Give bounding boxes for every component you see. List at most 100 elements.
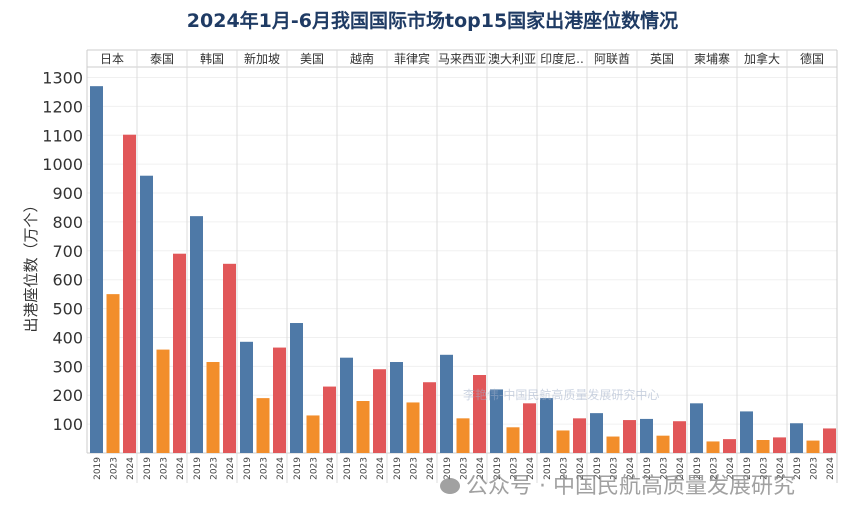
category-label: 美国: [300, 52, 324, 66]
year-label: 2024: [776, 457, 786, 480]
year-label: 2024: [126, 457, 136, 480]
bar-2023: [756, 440, 770, 453]
year-label: 2019: [193, 457, 203, 480]
year-label: 2019: [343, 457, 353, 480]
bar-2019: [440, 354, 453, 453]
category-label: 日本: [100, 52, 124, 66]
y-tick-label: 1200: [42, 97, 83, 116]
year-label: 2023: [410, 457, 420, 480]
category-label: 德国: [800, 51, 824, 66]
bar-2023: [206, 362, 220, 453]
category-label: 英国: [650, 52, 674, 66]
author-watermark: 李艳伟-中国民航高质量发展研究中心: [463, 388, 660, 402]
y-axis-title: 出港座位数（万个）: [22, 197, 40, 332]
bar-2024: [223, 263, 236, 453]
year-label: 2024: [376, 457, 386, 480]
bar-2023: [406, 402, 420, 453]
category-label: 新加坡: [244, 51, 280, 66]
bar-2023: [656, 435, 670, 453]
year-label: 2023: [510, 457, 520, 480]
year-label: 2024: [426, 457, 436, 480]
year-label: 2019: [793, 457, 803, 480]
year-label: 2019: [443, 457, 453, 480]
year-label: 2024: [526, 457, 536, 480]
bar-2019: [190, 216, 203, 453]
year-label: 2023: [210, 457, 220, 480]
year-label: 2023: [560, 457, 570, 480]
y-tick-label: 800: [52, 213, 83, 232]
year-label: 2023: [110, 457, 120, 480]
bar-2019: [740, 411, 753, 453]
bar-2023: [356, 401, 370, 453]
category-label: 菲律宾: [394, 51, 430, 66]
category-label: 阿联酋: [594, 51, 630, 66]
bar-2024: [173, 253, 186, 453]
bar-2019: [90, 86, 103, 454]
year-label: 2024: [576, 457, 586, 480]
y-tick-label: 200: [52, 386, 83, 405]
bar-2023: [806, 440, 820, 453]
bar-2019: [340, 357, 353, 453]
bar-2019: [290, 323, 303, 453]
bar-2024: [273, 347, 286, 453]
year-label: 2023: [310, 457, 320, 480]
year-label: 2023: [610, 457, 620, 480]
year-label: 2023: [360, 457, 370, 480]
bar-2024: [723, 439, 736, 453]
year-label: 2023: [710, 457, 720, 480]
year-label: 2024: [176, 457, 186, 480]
bar-2019: [490, 389, 503, 453]
year-label: 2024: [626, 457, 636, 480]
year-label: 2023: [810, 457, 820, 480]
year-label: 2023: [260, 457, 270, 480]
year-label: 2019: [243, 457, 253, 480]
bar-2019: [690, 403, 703, 453]
bar-2019: [790, 423, 803, 453]
bar-2019: [240, 341, 253, 453]
bar-2019: [540, 398, 553, 453]
bar-2024: [623, 420, 636, 453]
bar-2024: [323, 386, 336, 453]
bar-2023: [556, 430, 570, 453]
year-label: 2019: [493, 457, 503, 480]
year-label: 2023: [460, 457, 470, 480]
bar-2023: [106, 294, 120, 453]
category-label: 韩国: [200, 51, 224, 66]
bar-2023: [456, 418, 470, 453]
y-tick-label: 700: [52, 242, 83, 261]
category-label: 泰国: [150, 52, 174, 66]
bar-2019: [390, 362, 403, 453]
year-label: 2019: [693, 457, 703, 480]
bar-2024: [773, 437, 786, 453]
year-label: 2019: [593, 457, 603, 480]
bar-2023: [506, 427, 520, 453]
category-label: 加拿大: [744, 51, 780, 66]
y-tick-label: 1300: [42, 69, 83, 88]
bar-2024: [523, 403, 536, 453]
bar-2024: [123, 134, 136, 454]
y-tick-label: 1100: [42, 126, 83, 145]
year-label: 2024: [726, 457, 736, 480]
year-label: 2024: [676, 457, 686, 480]
y-tick-label: 600: [52, 271, 83, 290]
bar-2024: [373, 369, 386, 453]
bar-2023: [306, 415, 320, 453]
category-label: 澳大利亚: [488, 52, 536, 66]
year-label: 2024: [476, 457, 486, 480]
year-label: 2024: [826, 457, 836, 480]
year-label: 2019: [643, 457, 653, 480]
year-label: 2019: [543, 457, 553, 480]
year-label: 2024: [226, 457, 236, 480]
year-label: 2024: [326, 457, 336, 480]
y-tick-label: 1000: [42, 155, 83, 174]
bar-2024: [423, 382, 436, 453]
bar-2024: [673, 421, 686, 453]
wechat-icon: [440, 478, 460, 494]
bar-2023: [606, 436, 620, 453]
year-label: 2024: [276, 457, 286, 480]
y-tick-label: 300: [52, 357, 83, 376]
bar-2019: [640, 418, 653, 453]
year-label: 2019: [143, 457, 153, 480]
bar-2023: [156, 349, 170, 453]
